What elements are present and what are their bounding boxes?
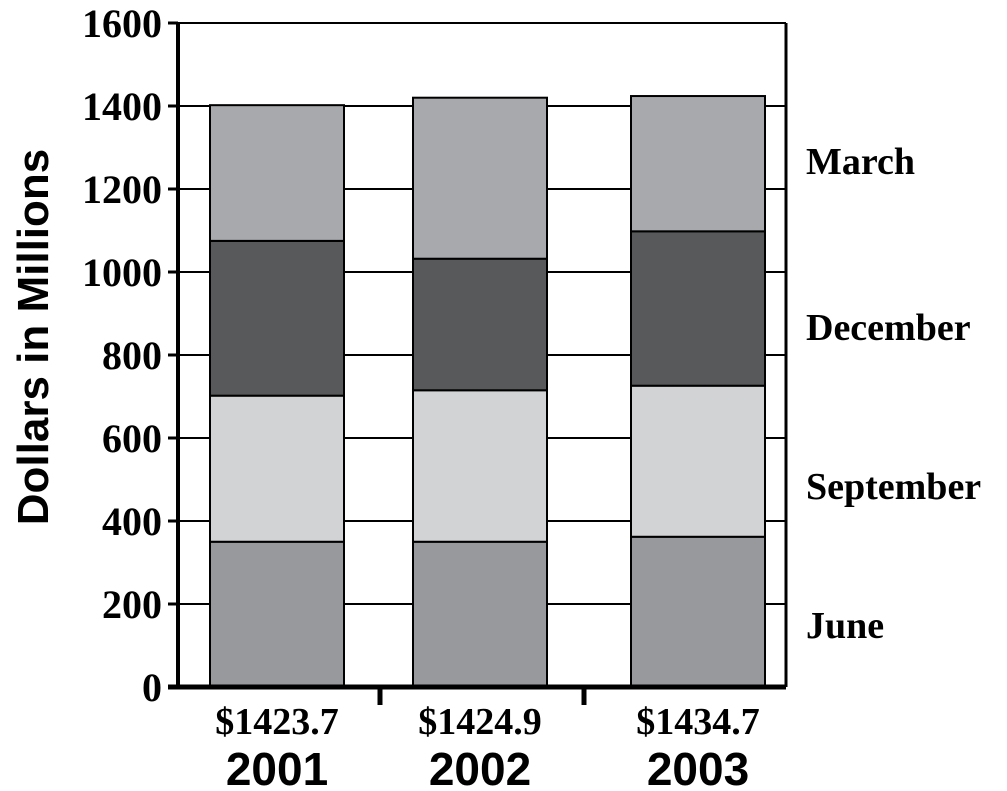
y-tick-label-800: 800 — [102, 333, 162, 378]
y-tick-label-1400: 1400 — [82, 84, 162, 129]
bar-2002-december — [412, 257, 548, 392]
total-label-2001: $1423.7 — [215, 701, 339, 743]
x-category-label-2002: 2002 — [429, 743, 531, 791]
y-tick-label-400: 400 — [102, 499, 162, 544]
bar-2003-june — [630, 535, 766, 689]
bar-2003-march — [630, 95, 766, 233]
x-category-label-2001: 2001 — [226, 743, 328, 791]
y-tick-label-1600: 1600 — [82, 1, 162, 46]
bar-2001-june — [209, 540, 345, 688]
legend: June September December March — [806, 141, 981, 647]
bar-2001-december — [209, 239, 345, 397]
bar-2003-september — [630, 384, 766, 538]
bars — [209, 95, 766, 689]
y-tick-label-600: 600 — [102, 416, 162, 461]
total-label-2003: $1434.7 — [636, 701, 760, 743]
y-tick-labels: 0 200 400 600 800 1000 1200 1400 1600 — [82, 1, 162, 710]
y-tick-label-200: 200 — [102, 582, 162, 627]
bar-2003-december — [630, 230, 766, 387]
y-axis-title: Dollars in Millions — [9, 149, 58, 526]
bar-2002-september — [412, 389, 548, 543]
legend-label-june: June — [806, 605, 884, 647]
legend-label-december: December — [806, 307, 971, 349]
bar-2001-march — [209, 104, 345, 242]
y-tick-label-0: 0 — [142, 665, 162, 710]
total-label-2002: $1424.9 — [418, 701, 542, 743]
y-tick-label-1200: 1200 — [82, 167, 162, 212]
x-category-label-2003: 2003 — [647, 743, 749, 791]
legend-label-september: September — [806, 466, 981, 508]
bar-2001-september — [209, 394, 345, 543]
bar-2002-march — [412, 96, 548, 260]
bar-2002-june — [412, 540, 548, 688]
y-tick-label-1000: 1000 — [82, 250, 162, 295]
legend-label-march: March — [806, 141, 915, 183]
axes — [168, 21, 788, 705]
